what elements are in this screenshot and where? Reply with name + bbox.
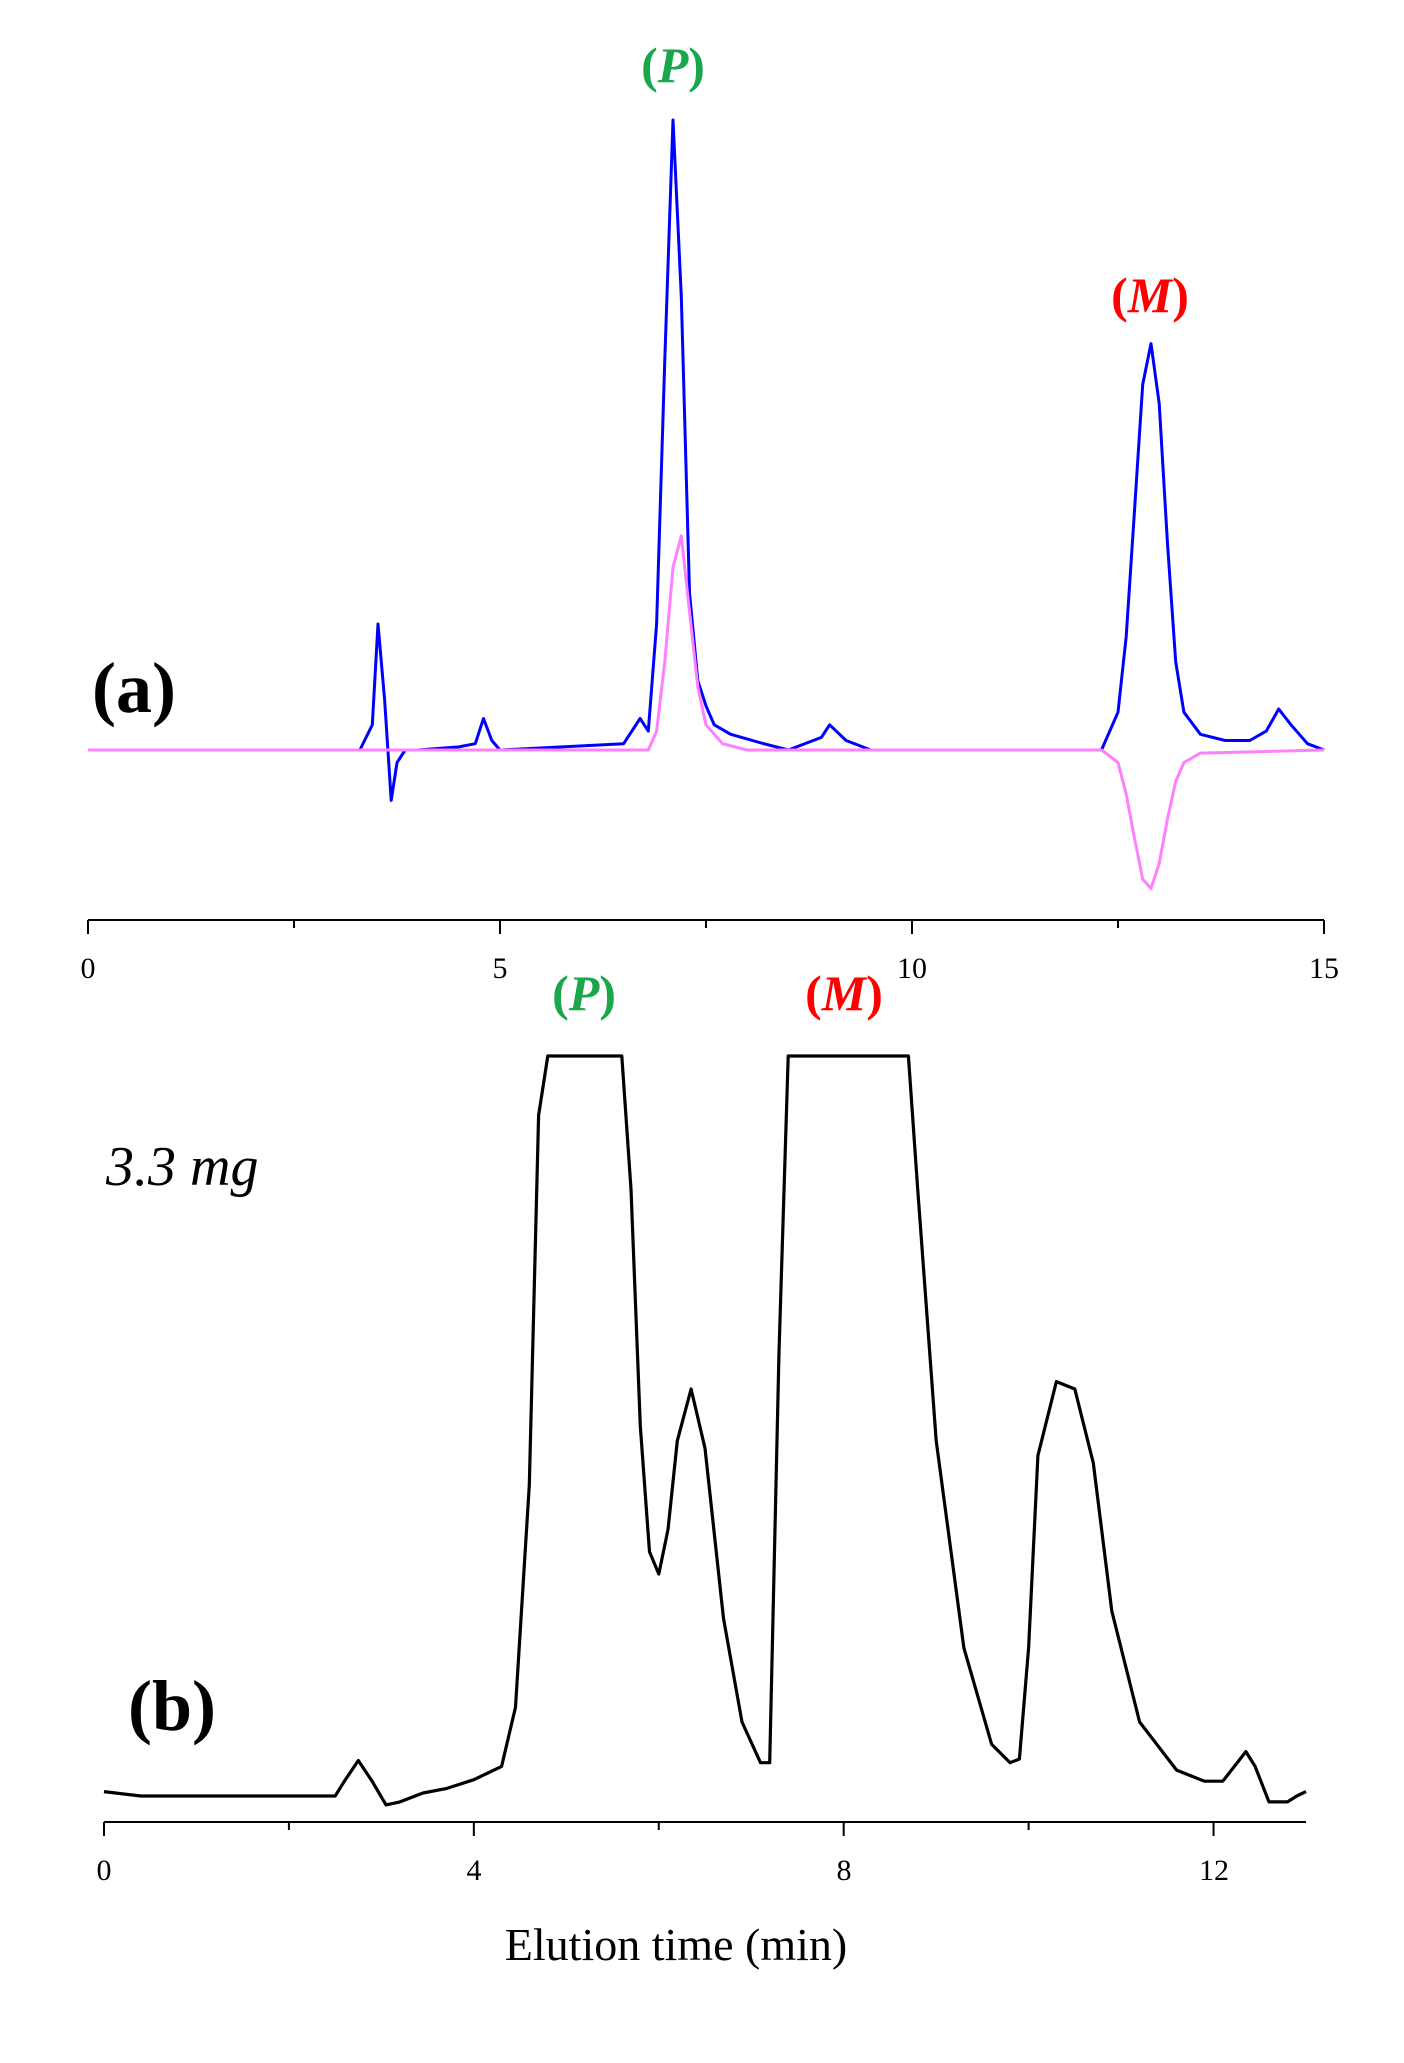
panel-b-label: (b): [128, 1666, 216, 1746]
panel-b-x-ticks: [103, 1822, 1215, 1836]
panel-b-tick-label-0: 0: [97, 1854, 112, 1887]
panel-b-series: [103, 1054, 1307, 1807]
panel-b-black-trace: [103, 1054, 1307, 1807]
panel-b-tick-label-4: 4: [467, 1854, 482, 1887]
panel-a-tick-label-15: 15: [1309, 952, 1339, 985]
panel-b-tick-label-8: 8: [837, 1854, 852, 1887]
panel-b: 0 4 8 12 Elution time (min) (b) 3.3 mg (…: [97, 965, 1307, 1970]
panel-a-label: (a): [92, 648, 176, 728]
panel-b-peak-p-label: (P): [552, 965, 616, 1021]
panel-a: 0 5 10 15 (a) (P) (M): [81, 37, 1340, 985]
panel-a-tick-label-5: 5: [493, 952, 508, 985]
panel-a-blue-trace: [88, 118, 1325, 802]
panel-b-peak-m-label: (M): [805, 965, 883, 1021]
panel-a-pink-trace: [88, 534, 1325, 891]
panel-a-tick-label-0: 0: [81, 952, 96, 985]
panel-b-sample-note: 3.3 mg: [105, 1136, 258, 1198]
panel-a-x-ticks: [87, 920, 1325, 934]
panel-a-tick-label-10: 10: [897, 952, 927, 985]
panel-a-peak-p-label: (P): [641, 37, 705, 93]
panel-b-tick-label-12: 12: [1199, 1854, 1229, 1887]
panel-a-series: [88, 118, 1325, 891]
panel-b-x-axis-title: Elution time (min): [505, 1919, 847, 1970]
panel-a-peak-m-label: (M): [1111, 267, 1189, 323]
